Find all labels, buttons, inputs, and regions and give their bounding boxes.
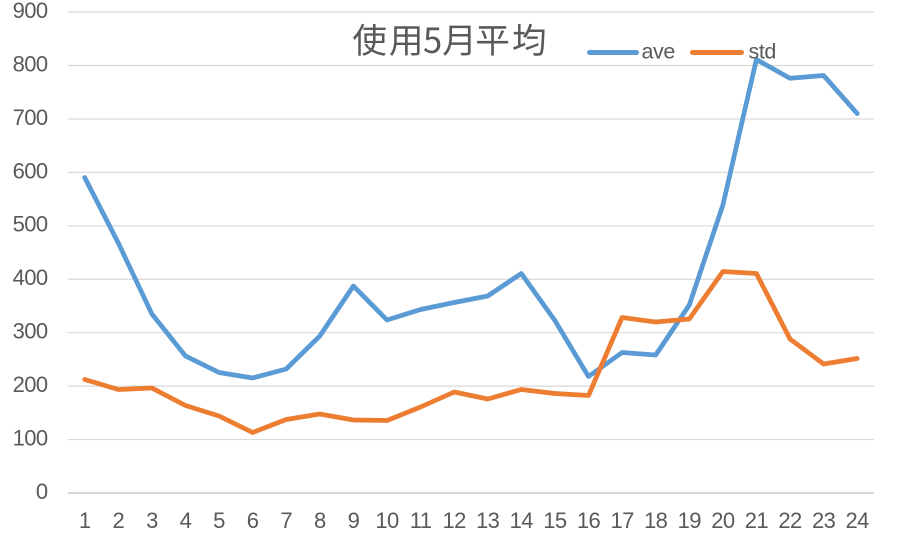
svg-text:13: 13 (476, 508, 500, 533)
svg-text:18: 18 (644, 508, 668, 533)
svg-text:6: 6 (247, 508, 259, 533)
svg-text:100: 100 (13, 425, 48, 450)
svg-text:500: 500 (13, 212, 48, 237)
svg-text:15: 15 (543, 508, 567, 533)
svg-text:5: 5 (213, 508, 225, 533)
svg-text:10: 10 (375, 508, 399, 533)
svg-text:900: 900 (13, 0, 48, 23)
svg-text:3: 3 (146, 508, 158, 533)
svg-text:4: 4 (180, 508, 192, 533)
svg-text:21: 21 (745, 508, 769, 533)
svg-text:20: 20 (711, 508, 735, 533)
svg-text:7: 7 (280, 508, 292, 533)
svg-text:200: 200 (13, 372, 48, 397)
svg-text:19: 19 (678, 508, 702, 533)
svg-text:23: 23 (812, 508, 836, 533)
svg-text:14: 14 (510, 508, 534, 533)
svg-text:700: 700 (13, 105, 48, 130)
svg-text:8: 8 (314, 508, 326, 533)
svg-text:ave: ave (642, 40, 675, 64)
svg-text:0: 0 (36, 479, 48, 504)
svg-text:9: 9 (348, 508, 360, 533)
svg-text:11: 11 (410, 508, 432, 533)
svg-text:600: 600 (13, 158, 48, 183)
svg-text:std: std (749, 40, 776, 64)
svg-text:17: 17 (610, 508, 634, 533)
svg-text:2: 2 (112, 508, 124, 533)
svg-text:24: 24 (846, 508, 870, 533)
svg-text:400: 400 (13, 265, 48, 290)
svg-text:12: 12 (443, 508, 467, 533)
svg-text:800: 800 (13, 51, 48, 76)
svg-text:300: 300 (13, 319, 48, 344)
svg-text:22: 22 (778, 508, 802, 533)
svg-text:1: 1 (79, 508, 91, 533)
svg-text:16: 16 (577, 508, 601, 533)
